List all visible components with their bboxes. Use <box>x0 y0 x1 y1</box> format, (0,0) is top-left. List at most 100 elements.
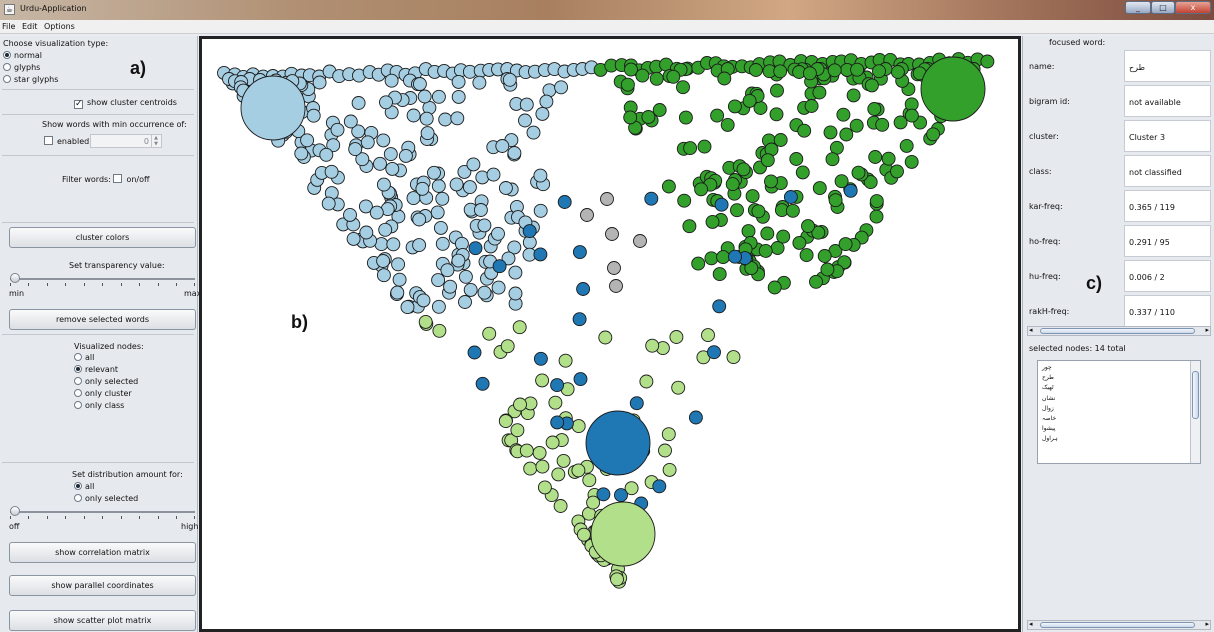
data-node[interactable] <box>294 146 309 161</box>
data-node[interactable] <box>376 177 391 192</box>
radio-nodes-all[interactable]: all <box>74 353 94 362</box>
data-node[interactable] <box>727 99 742 114</box>
data-node[interactable] <box>662 462 677 477</box>
data-node[interactable] <box>508 265 523 280</box>
data-node[interactable] <box>720 117 735 132</box>
data-node[interactable] <box>571 463 586 478</box>
data-node[interactable] <box>507 146 522 160</box>
data-node[interactable] <box>369 205 384 220</box>
data-node[interactable] <box>850 62 865 77</box>
data-node[interactable] <box>556 453 571 468</box>
data-node[interactable] <box>745 189 760 204</box>
data-node[interactable] <box>849 118 864 133</box>
transparency-slider-knob[interactable] <box>10 273 20 283</box>
data-node[interactable] <box>507 240 522 255</box>
menu-edit[interactable]: Edit <box>21 22 38 31</box>
scroll-left-icon[interactable]: ◂ <box>1029 620 1033 628</box>
data-node[interactable] <box>508 286 523 301</box>
data-node[interactable] <box>839 127 854 142</box>
data-node[interactable] <box>348 142 363 157</box>
data-node[interactable] <box>551 467 566 482</box>
data-node[interactable] <box>355 152 370 167</box>
data-node[interactable] <box>535 373 550 388</box>
data-node[interactable] <box>443 279 458 294</box>
data-node[interactable] <box>450 111 465 126</box>
data-node[interactable] <box>435 236 450 251</box>
data-node[interactable] <box>799 248 814 263</box>
data-node[interactable] <box>697 139 712 154</box>
data-node[interactable] <box>392 272 407 287</box>
data-node[interactable] <box>726 350 741 365</box>
data-node[interactable] <box>846 88 861 103</box>
data-node[interactable] <box>412 77 427 91</box>
data-node[interactable] <box>557 195 572 209</box>
enabled-check-box[interactable] <box>44 136 53 145</box>
data-node[interactable] <box>764 174 778 189</box>
data-node[interactable] <box>482 326 497 341</box>
data-node[interactable] <box>629 396 644 411</box>
centroid-dark-green[interactable] <box>920 56 986 122</box>
selected-nodes-scroll-thumb[interactable] <box>1192 371 1199 419</box>
menu-file[interactable]: File <box>2 22 16 31</box>
show-centroids-checkbox[interactable]: ✓ show cluster centroids <box>74 98 177 109</box>
radio-nodes-only-class[interactable]: only class <box>74 401 124 410</box>
data-node[interactable] <box>717 71 732 86</box>
centroid-dark-blue[interactable] <box>585 410 651 476</box>
data-node[interactable] <box>467 345 482 360</box>
selected-node-item[interactable]: ٹھیک <box>1042 384 1054 392</box>
cluster-triangle-plot[interactable] <box>202 39 1018 629</box>
distribution-slider[interactable] <box>10 511 195 513</box>
distribution-slider-knob[interactable] <box>10 506 20 516</box>
data-node[interactable] <box>502 72 517 87</box>
radio-dist-only-selected[interactable]: only selected <box>74 494 138 503</box>
data-node[interactable] <box>644 191 659 206</box>
data-node[interactable] <box>633 234 647 248</box>
data-node[interactable] <box>868 150 883 164</box>
data-node[interactable] <box>716 250 731 265</box>
data-node[interactable] <box>373 156 387 171</box>
data-node[interactable] <box>359 225 374 240</box>
data-node[interactable] <box>523 461 538 476</box>
data-node[interactable] <box>694 182 709 197</box>
data-node[interactable] <box>376 254 391 268</box>
data-node[interactable] <box>324 164 339 179</box>
data-node[interactable] <box>457 164 472 179</box>
selected-node-item[interactable]: طرح <box>1042 374 1054 382</box>
data-node[interactable] <box>867 102 882 116</box>
data-node[interactable] <box>701 328 715 343</box>
selected-nodes-list[interactable]: چور طرح ٹھیک نشان زوال خاصہ پیشوا ہراول <box>1037 360 1201 464</box>
radio-nodes-relevant[interactable]: relevant <box>74 365 118 374</box>
data-node[interactable] <box>498 414 513 429</box>
data-node[interactable] <box>872 64 886 79</box>
data-node[interactable] <box>510 423 525 438</box>
data-node[interactable] <box>431 89 446 104</box>
data-node[interactable] <box>899 138 914 153</box>
data-node[interactable] <box>412 238 427 253</box>
data-node[interactable] <box>548 395 563 410</box>
centroid-light-green[interactable] <box>590 501 656 567</box>
data-node[interactable] <box>431 299 446 314</box>
data-node[interactable] <box>466 157 481 172</box>
field-ho-freq-value[interactable]: 0.291 / 95 <box>1124 225 1211 257</box>
filter-toggle-checkbox[interactable] <box>113 174 123 183</box>
scroll-left-icon[interactable]: ◂ <box>1029 326 1033 334</box>
selected-node-item[interactable]: ہراول <box>1042 435 1058 443</box>
selected-node-item[interactable]: زوال <box>1042 404 1054 412</box>
data-node[interactable] <box>343 207 357 222</box>
data-node[interactable] <box>795 165 810 180</box>
data-node[interactable] <box>495 139 510 153</box>
selected-node-item[interactable]: خاصہ <box>1042 414 1057 422</box>
close-button[interactable]: x <box>1175 1 1211 14</box>
data-node[interactable] <box>682 219 697 234</box>
data-node[interactable] <box>383 147 398 162</box>
data-node[interactable] <box>576 527 591 542</box>
data-node[interactable] <box>890 164 904 179</box>
data-node[interactable] <box>834 174 849 189</box>
data-node[interactable] <box>751 204 766 219</box>
data-node[interactable] <box>475 376 490 391</box>
data-node[interactable] <box>600 192 614 206</box>
scatter-plot-matrix-button[interactable]: show scatter plot matrix <box>9 610 196 631</box>
list-horizontal-scrollbar[interactable]: ◂ ▸ <box>1027 620 1211 630</box>
data-node[interactable] <box>438 112 453 127</box>
data-node[interactable] <box>360 135 375 150</box>
